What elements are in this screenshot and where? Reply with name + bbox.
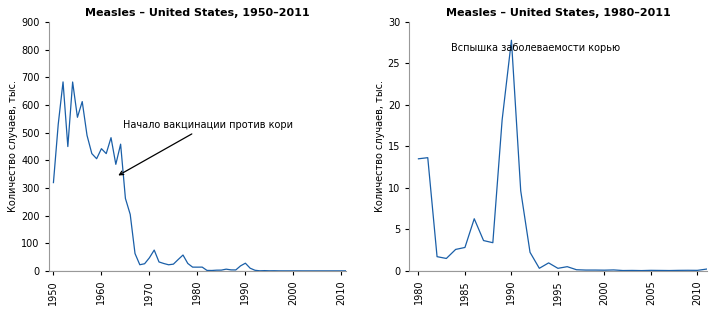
Title: Measles – United States, 1980–2011: Measles – United States, 1980–2011	[445, 8, 670, 18]
Title: Measles – United States, 1950–2011: Measles – United States, 1950–2011	[85, 8, 310, 18]
Text: Начало вакцинации против кори: Начало вакцинации против кори	[119, 120, 293, 175]
Y-axis label: Количество случаев, тыс.: Количество случаев, тыс.	[9, 80, 19, 213]
Text: Вспышка заболеваемости корью: Вспышка заболеваемости корью	[451, 43, 620, 53]
Y-axis label: Количество случаев, тыс.: Количество случаев, тыс.	[375, 80, 385, 213]
